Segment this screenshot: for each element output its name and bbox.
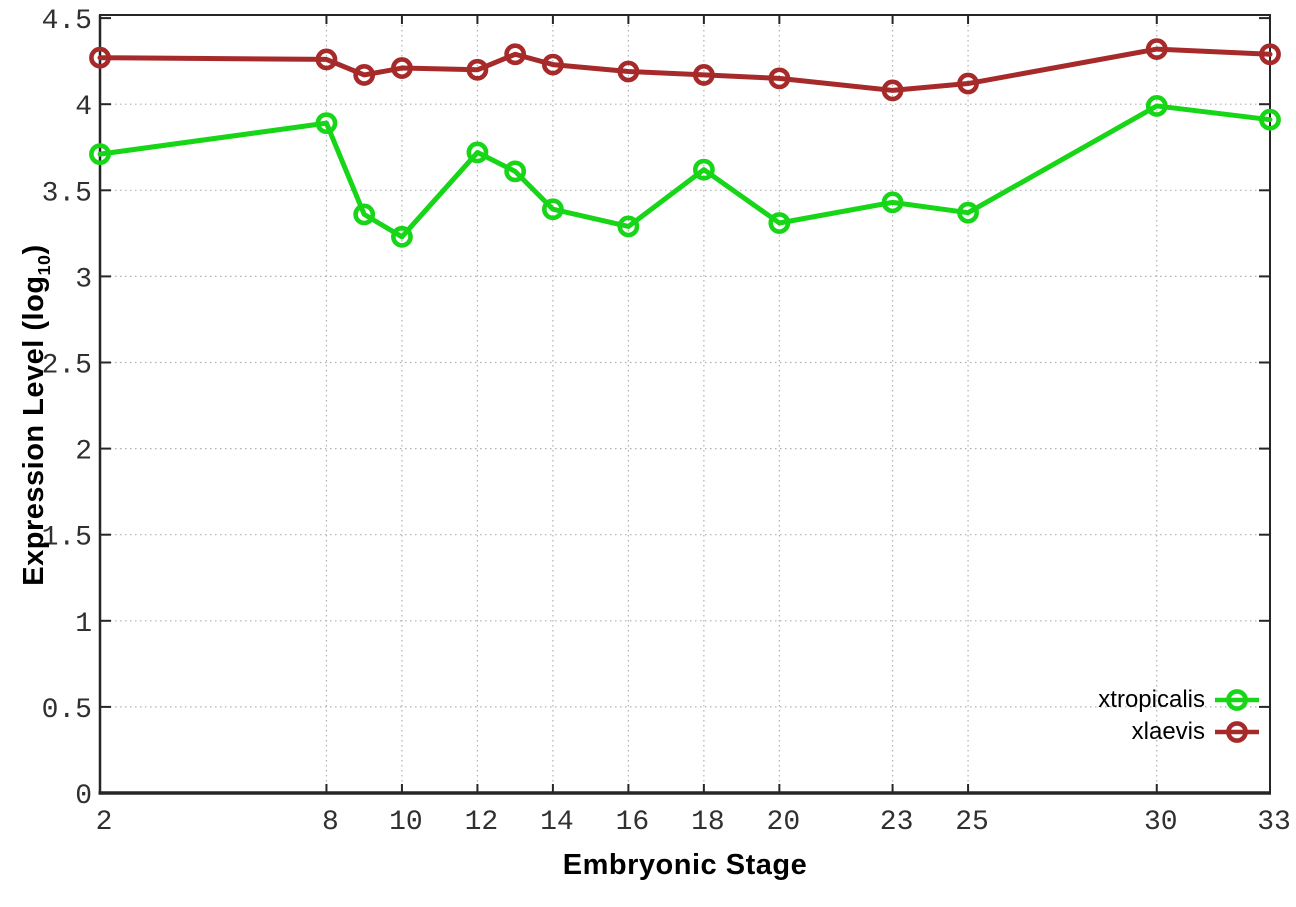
point-marker [315,48,338,71]
x-tick-label: 30 [1144,807,1178,838]
point-marker [1259,43,1281,66]
plot-border [98,14,1271,795]
point-marker [768,67,791,90]
point-marker [466,141,489,164]
x-tick-label: 14 [540,807,574,838]
y-tick-label: 2.5 [42,351,92,382]
series-xlaevis [89,38,1281,102]
point-marker [692,158,715,181]
legend-entry-xtropicalis: xtropicalis [1098,684,1259,716]
y-tick-label: 3.5 [42,178,92,209]
y-tick-label: 0.5 [42,695,92,726]
point-marker [504,160,527,183]
x-tick-label: 8 [322,807,339,838]
legend-marker-xtropicalis-icon [1215,689,1259,711]
point-marker [617,215,640,238]
y-axis-title-subscript: 10 [33,254,54,276]
legend-marker-xlaevis-icon [1215,721,1259,743]
x-tick-label: 20 [767,807,801,838]
point-marker [504,43,527,66]
y-tick-label: 2 [75,437,92,468]
y-tick-label: 1.5 [42,523,92,554]
y-axis-title-text: Expression Level (log [18,275,50,586]
point-marker [391,225,413,248]
point-marker [353,64,376,86]
point-marker [89,143,111,166]
point-marker [881,191,904,214]
point-marker [542,198,564,221]
point-marker [1259,108,1281,131]
gridlines [100,15,1270,793]
series-line-xlaevis [97,46,1273,93]
y-tick-label: 3 [75,264,92,295]
y-axis-title-close: ) [18,244,50,255]
x-tick-label: 33 [1257,807,1291,838]
point-marker [542,53,564,76]
x-tick-label: 25 [955,807,989,838]
y-tick-label: 1 [75,609,92,640]
x-tick-label: 16 [616,807,650,838]
point-marker [692,64,715,86]
axis-ticks [99,15,1271,794]
point-marker [957,72,979,95]
x-tick-label: 2 [96,807,113,838]
point-marker [1145,95,1168,117]
legend-entry-xlaevis: xlaevis [1098,716,1259,748]
point-marker [353,203,376,226]
x-tick-label: 18 [691,807,725,838]
point-marker [617,60,640,83]
point-marker [89,46,111,69]
point-marker [1145,38,1168,60]
tick-labels: 2 8 10 12 14 16 18 20 23 25 30 33 0 0.5 1 1.5 2 2.5 3 3.5 4 4… [42,6,1291,838]
x-axis-title: Embryonic Stage [562,849,808,881]
legend-label-xtropicalis: xtropicalis [1098,686,1205,713]
point-marker [957,201,979,224]
x-tick-label: 23 [880,807,914,838]
point-marker [315,112,338,135]
y-axis-title: Expression Level (log10) [18,165,54,665]
y-tick-label: 4 [75,92,92,123]
legend: xtropicalis xlaevis [1098,684,1259,748]
series-line-xtropicalis [97,103,1273,240]
point-marker [466,58,489,81]
legend-label-xlaevis: xlaevis [1131,718,1205,745]
series-xtropicalis [89,95,1281,248]
point-marker [768,212,791,234]
x-tick-label: 10 [389,807,423,838]
y-tick-label: 0 [75,781,92,812]
point-marker [391,57,413,79]
x-tick-label: 12 [465,807,499,838]
y-tick-label: 4.5 [42,6,92,37]
point-marker [881,79,904,102]
